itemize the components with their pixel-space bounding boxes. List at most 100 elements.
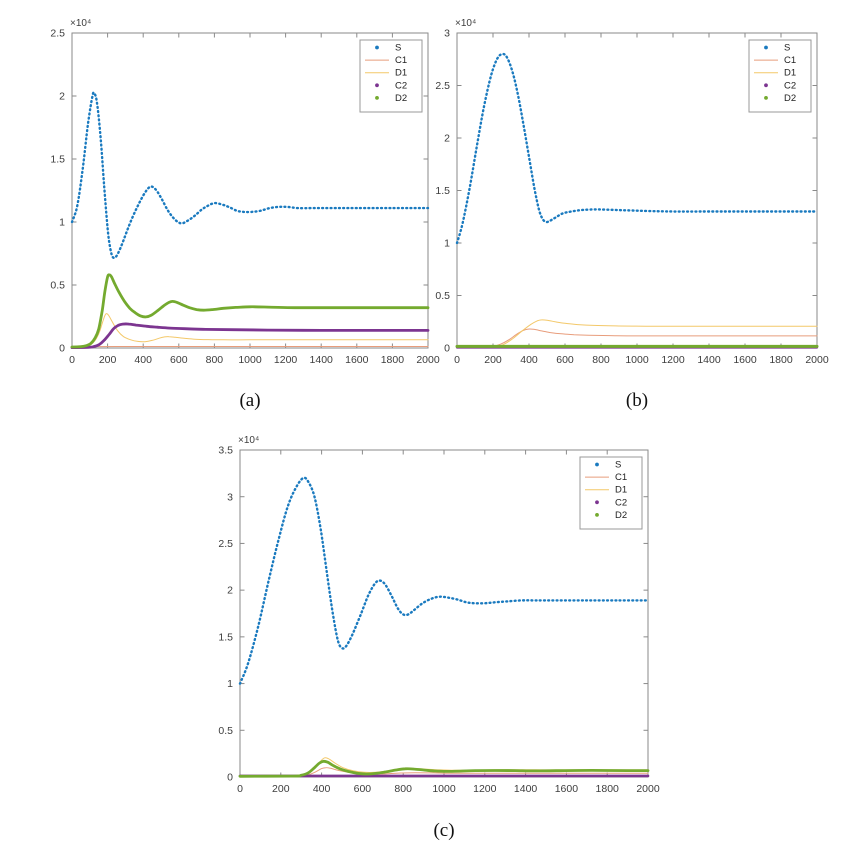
legend-label-D2: D2 bbox=[395, 93, 407, 104]
legend-label-D1: D1 bbox=[395, 68, 407, 79]
chart-a: 0 200 400 600 800 1000 1200 1400 1600 1800 2000 0 0.… bbox=[50, 18, 439, 366]
y-tick-label: 2 bbox=[227, 585, 233, 597]
y-tick-label: 0.5 bbox=[218, 725, 233, 737]
series-S bbox=[238, 476, 650, 685]
y-tick-label: 1 bbox=[444, 238, 450, 250]
legend-marker-D2 bbox=[375, 96, 379, 100]
y-tick-label: 3 bbox=[444, 28, 450, 40]
x-tick-label: 1800 bbox=[769, 354, 793, 366]
x-tick-label: 200 bbox=[484, 354, 502, 366]
x-tick-label: 1200 bbox=[274, 354, 298, 366]
legend-marker-S bbox=[375, 45, 379, 50]
x-tick-label: 200 bbox=[99, 354, 117, 366]
series-D1 bbox=[71, 313, 429, 348]
legend-box bbox=[579, 456, 643, 530]
y-tick-label: 1 bbox=[59, 217, 65, 229]
legend-box bbox=[748, 39, 812, 113]
axes-b: 0 200 400 600 800 1000 1200 1400 1600 1800 2000 0 0.… bbox=[435, 28, 828, 366]
series-S bbox=[70, 91, 430, 260]
x-tick-label: 600 bbox=[170, 354, 188, 366]
y-tick-label: 2.5 bbox=[435, 80, 450, 92]
legend-marker-C2 bbox=[595, 500, 599, 505]
x-tick-label: 1600 bbox=[733, 354, 757, 366]
x-tick-label: 1000 bbox=[238, 354, 262, 366]
x-tick-label: 400 bbox=[134, 354, 152, 366]
legend-label-S: S bbox=[615, 460, 621, 471]
legend-label-C1: C1 bbox=[784, 55, 796, 66]
x-tick-label: 400 bbox=[313, 783, 331, 795]
legend-marker-S bbox=[764, 45, 768, 50]
series-D2 bbox=[238, 759, 650, 778]
legend-marker-C2 bbox=[764, 83, 768, 88]
x-tick-label: 600 bbox=[354, 783, 372, 795]
x-tick-label: 1000 bbox=[432, 783, 456, 795]
x-tick-label: 1600 bbox=[555, 783, 579, 795]
x-tick-label: 600 bbox=[556, 354, 574, 366]
x-tick-label: 2000 bbox=[636, 783, 660, 795]
legend-label-C1: C1 bbox=[615, 472, 627, 483]
series-D1 bbox=[456, 319, 818, 349]
y-axis-exponent-label: ×10⁴ bbox=[70, 18, 91, 29]
y-axis-exponent-label: ×10⁴ bbox=[455, 18, 476, 29]
x-tick-label: 800 bbox=[592, 354, 610, 366]
legend-label-C2: C2 bbox=[784, 80, 796, 91]
caption-c: (c) bbox=[433, 820, 455, 841]
y-tick-label: 2.5 bbox=[218, 538, 233, 550]
caption-b: (b) bbox=[625, 390, 649, 411]
y-tick-label: 0 bbox=[59, 343, 65, 355]
x-tick-label: 800 bbox=[394, 783, 412, 795]
legend-label-D1: D1 bbox=[784, 68, 796, 79]
caption-a: (a) bbox=[239, 390, 261, 411]
legend-label-C1: C1 bbox=[395, 55, 407, 66]
series-S bbox=[455, 52, 819, 245]
y-tick-label: 2.5 bbox=[50, 28, 65, 40]
series-C1 bbox=[456, 328, 818, 349]
x-tick-label: 1800 bbox=[596, 783, 620, 795]
legend-label-D2: D2 bbox=[615, 510, 627, 521]
y-tick-label: 0.5 bbox=[435, 290, 450, 302]
series-C2 bbox=[70, 322, 430, 349]
x-tick-label: 2000 bbox=[805, 354, 829, 366]
x-tick-label: 800 bbox=[206, 354, 224, 366]
legend-label-D1: D1 bbox=[615, 485, 627, 496]
legend-box bbox=[359, 39, 423, 113]
x-tick-label: 1200 bbox=[473, 783, 497, 795]
y-axis-exponent-label: ×10⁴ bbox=[238, 435, 259, 446]
y-tick-label: 0.5 bbox=[50, 280, 65, 292]
x-tick-label: 1400 bbox=[697, 354, 721, 366]
legend-label-D2: D2 bbox=[784, 93, 796, 104]
y-tick-label: 1.5 bbox=[50, 154, 65, 166]
legend-label-C2: C2 bbox=[395, 80, 407, 91]
y-tick-label: 1.5 bbox=[218, 631, 233, 643]
legend-marker-S bbox=[595, 462, 599, 467]
y-tick-label: 0 bbox=[444, 343, 450, 355]
legend-marker-C2 bbox=[375, 83, 379, 88]
x-tick-label: 1200 bbox=[661, 354, 685, 366]
x-tick-label: 1000 bbox=[625, 354, 649, 366]
series-D2 bbox=[70, 273, 430, 349]
x-tick-label: 1400 bbox=[310, 354, 334, 366]
legend-label-C2: C2 bbox=[615, 497, 627, 508]
x-tick-label: 0 bbox=[69, 354, 75, 366]
y-tick-label: 1 bbox=[227, 678, 233, 690]
axes-a: 0 200 400 600 800 1000 1200 1400 1600 1800 2000 0 0.… bbox=[50, 28, 439, 366]
legend-label-S: S bbox=[784, 43, 790, 54]
x-tick-label: 1400 bbox=[514, 783, 538, 795]
legend-label-S: S bbox=[395, 43, 401, 54]
x-tick-label: 0 bbox=[454, 354, 460, 366]
legend-marker-D2 bbox=[595, 513, 599, 517]
x-tick-label: 200 bbox=[272, 783, 290, 795]
x-tick-label: 2000 bbox=[416, 354, 440, 366]
x-tick-label: 0 bbox=[237, 783, 243, 795]
x-tick-label: 1600 bbox=[345, 354, 369, 366]
legend-marker-D2 bbox=[764, 96, 768, 100]
y-tick-label: 2 bbox=[444, 133, 450, 145]
y-tick-label: 3 bbox=[227, 491, 233, 503]
chart-b: 0 200 400 600 800 1000 1200 1400 1600 1800 2000 0 0.… bbox=[435, 18, 828, 366]
y-tick-label: 0 bbox=[227, 772, 233, 784]
y-tick-label: 1.5 bbox=[435, 185, 450, 197]
